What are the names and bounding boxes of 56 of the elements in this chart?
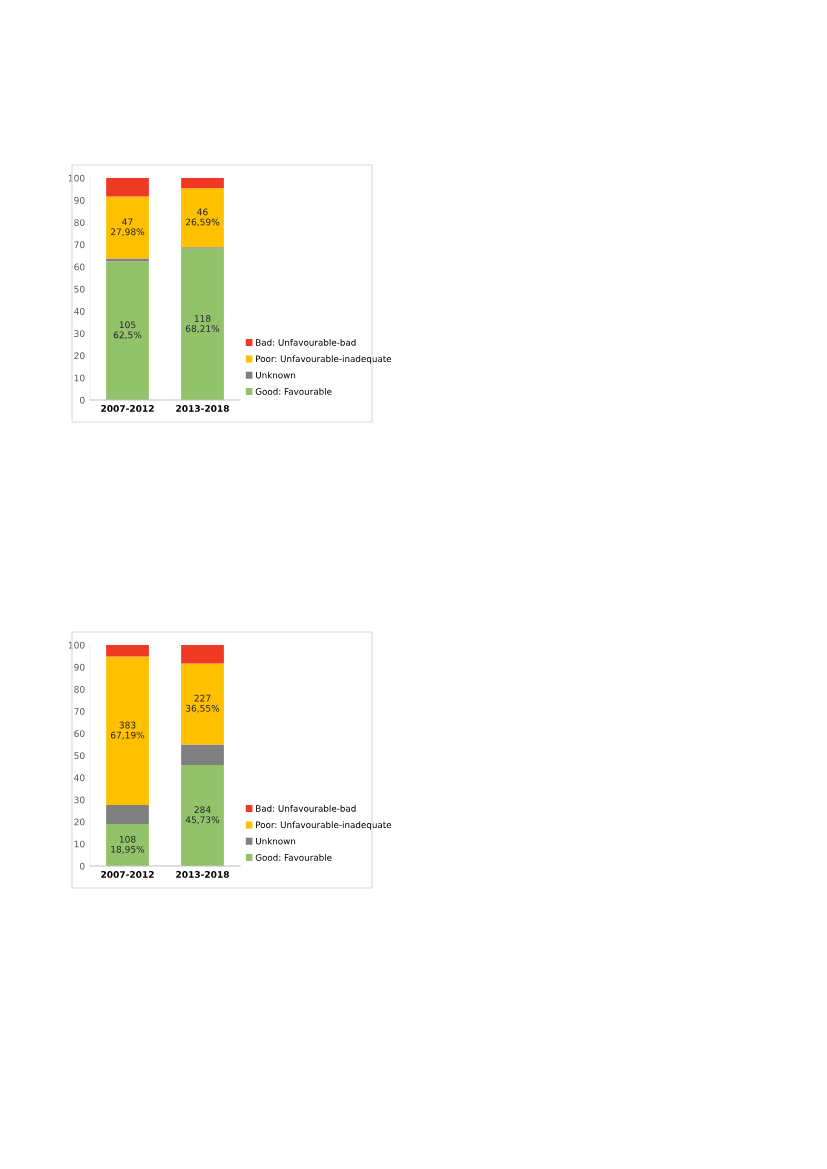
legend-label: Good: Favourable bbox=[255, 388, 332, 395]
legend-label: Good: Favourable bbox=[255, 854, 332, 861]
bar bbox=[181, 248, 224, 400]
data-label: 227 36,55% bbox=[185, 694, 220, 713]
bar bbox=[106, 645, 149, 657]
y-tick-label: 0 bbox=[79, 862, 85, 870]
bar bbox=[181, 764, 224, 866]
legend-label: Poor: Unfavourable-inadequate bbox=[256, 355, 392, 364]
legend-label: Unknown bbox=[256, 837, 296, 845]
bar bbox=[181, 663, 224, 745]
x-tick-label: 2007-2012 bbox=[101, 871, 154, 878]
y-tick-label: 80 bbox=[74, 685, 85, 693]
legend-label: Bad: Unfavourable-bad bbox=[256, 805, 356, 812]
y-tick-label: 40 bbox=[74, 307, 85, 315]
data-label: 284 45,73% bbox=[185, 806, 220, 825]
y-tick-label: 10 bbox=[74, 840, 85, 848]
y-tick-label: 90 bbox=[74, 663, 85, 671]
legend-label: Bad: Unfavourable-bad bbox=[256, 339, 356, 346]
y-tick-label: 20 bbox=[74, 352, 85, 360]
bar bbox=[106, 196, 149, 259]
bar bbox=[106, 261, 149, 400]
x-tick-label: 2007-2012 bbox=[101, 405, 154, 412]
data-label: 46 26,59% bbox=[185, 208, 220, 227]
y-tick-label: 70 bbox=[74, 708, 85, 715]
y-tick-label: 100 bbox=[68, 641, 85, 649]
bar bbox=[181, 744, 224, 765]
y-tick-label: 90 bbox=[74, 196, 85, 204]
x-tick-label: 2013-2018 bbox=[176, 871, 229, 878]
y-tick-label: 60 bbox=[74, 730, 85, 737]
data-label: 47 27,98% bbox=[110, 218, 145, 237]
y-tick-label: 40 bbox=[74, 774, 85, 782]
y-tick-label: 0 bbox=[79, 396, 85, 404]
data-label: 108 18,95% bbox=[111, 835, 145, 854]
legend-label: Unknown bbox=[256, 371, 296, 379]
bar bbox=[181, 645, 224, 664]
bar bbox=[106, 656, 149, 806]
bar bbox=[106, 805, 149, 825]
data-label: 383 67,19% bbox=[110, 721, 145, 740]
data-label: 118 68,21% bbox=[185, 315, 220, 333]
bar bbox=[106, 178, 149, 197]
y-tick-label: 20 bbox=[74, 818, 85, 826]
y-tick-label: 30 bbox=[74, 796, 85, 804]
y-tick-label: 70 bbox=[74, 241, 85, 249]
y-tick-label: 30 bbox=[74, 330, 85, 337]
legend-label: Poor: Unfavourable-inadequate bbox=[256, 821, 392, 830]
y-tick-label: 50 bbox=[74, 285, 85, 293]
bar bbox=[181, 178, 224, 189]
y-tick-label: 10 bbox=[74, 374, 85, 382]
data-label: 105 62,5% bbox=[113, 321, 142, 340]
bar bbox=[181, 188, 224, 248]
bar bbox=[106, 824, 149, 866]
x-tick-label: 2013-2018 bbox=[176, 405, 229, 412]
y-tick-label: 50 bbox=[74, 752, 85, 760]
y-tick-label: 100 bbox=[68, 174, 85, 182]
y-tick-label: 80 bbox=[74, 219, 85, 226]
y-tick-label: 60 bbox=[74, 263, 85, 271]
